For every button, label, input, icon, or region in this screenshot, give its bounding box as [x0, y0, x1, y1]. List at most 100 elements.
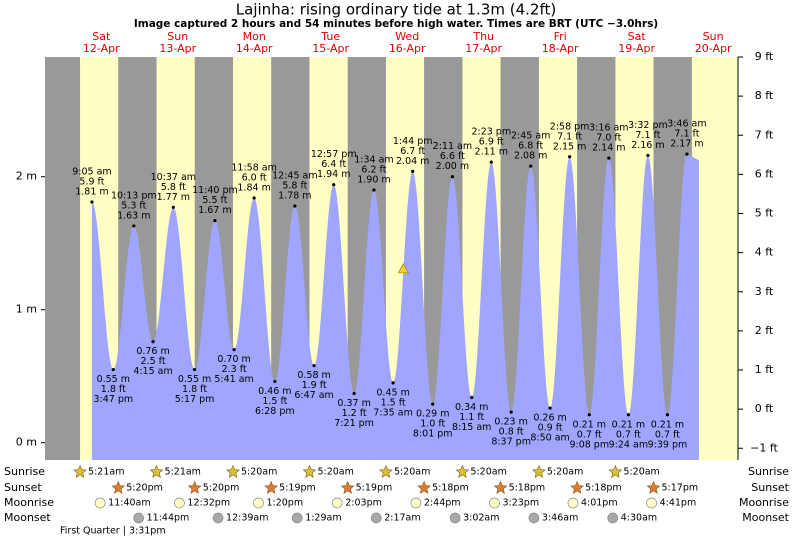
moon-phase: First Quarter | 3:31pm: [60, 526, 166, 537]
day-name: Sun: [703, 30, 724, 43]
tide-label: 2.08 m: [514, 151, 547, 162]
tide-label: 1.67 m: [198, 205, 231, 216]
tide-label: 3:16 am: [589, 123, 628, 134]
day-date: 14-Apr: [236, 42, 273, 55]
day-name: Fri: [554, 30, 567, 43]
tide-extreme-dot: [171, 205, 175, 209]
day-name: Sat: [628, 30, 647, 43]
tide-extreme-dot: [391, 381, 395, 385]
tide-label: 6.8 ft: [518, 141, 543, 152]
day-date: 13-Apr: [159, 42, 196, 55]
sunset-icon: [187, 480, 202, 494]
y2-tick-label: 6 ft: [755, 167, 774, 180]
tide-label: 1.81 m: [75, 186, 108, 197]
tide-extreme-dot: [411, 169, 415, 173]
sunrise-time: 5:21am: [165, 467, 201, 478]
tide-label: 5.9 ft: [79, 176, 104, 187]
tide-label: 2:58 pm: [550, 121, 590, 132]
tide-extreme-dot: [685, 152, 689, 156]
moonset-time: 1:29am: [305, 513, 341, 524]
tide-extreme-dot: [548, 406, 552, 410]
sunrise-time: 5:20am: [470, 467, 506, 478]
sunset-icon: [264, 480, 279, 494]
tide-label: 2.11 m: [475, 147, 508, 158]
tide-label: 7:21 pm: [334, 418, 374, 429]
tide-label: 2.15 m: [553, 141, 586, 152]
tide-label: 6.2 ft: [361, 165, 386, 176]
tide-label: 1:44 pm: [393, 136, 433, 147]
tide-label: 1.90 m: [357, 175, 390, 186]
tide-label: 1.0 ft: [420, 419, 445, 430]
y2-tick-label: 9 ft: [755, 50, 774, 63]
tide-label: 6:47 am: [294, 390, 333, 401]
tide-label: 10:13 pm: [111, 190, 157, 201]
tide-label: 0.21 m: [651, 419, 684, 430]
tide-extreme-dot: [332, 183, 336, 187]
day-name: Wed: [395, 30, 419, 43]
sunrise-time: 5:20am: [394, 467, 430, 478]
tide-label: 7.0 ft: [596, 133, 621, 144]
tide-label: 6.9 ft: [479, 137, 504, 148]
day-name: Sun: [167, 30, 188, 43]
sunrise-time: 5:20am: [317, 467, 353, 478]
tide-label: 7.1 ft: [674, 129, 699, 140]
moonset-time: 12:39am: [226, 513, 268, 524]
tide-label: 0.46 m: [258, 386, 291, 397]
tide-label: 0.29 m: [416, 409, 449, 420]
moonset-time: 11:44pm: [147, 513, 190, 524]
tide-extreme-dot: [252, 196, 256, 200]
moonset-icon: [212, 512, 224, 524]
moonset-icon: [133, 512, 144, 524]
sunset-time: 5:18pm: [585, 483, 622, 494]
day-date: 19-Apr: [618, 42, 655, 55]
tide-label: 1:34 am: [354, 155, 393, 166]
y2-tick-label: 5 ft: [755, 207, 774, 220]
tide-extreme-dot: [665, 413, 670, 417]
tide-label: 9:05 am: [72, 166, 111, 177]
tide-extreme-dot: [90, 200, 94, 204]
sunset-icon: [493, 480, 508, 494]
tide-label: 0.55 m: [178, 374, 211, 385]
moonrise-icon: [567, 497, 579, 509]
moonrise-icon: [410, 497, 422, 509]
tide-label: 6.7 ft: [400, 146, 425, 157]
tide-label: 7.1 ft: [635, 130, 660, 141]
tide-label: 1.63 m: [117, 210, 150, 221]
day-date: 16-Apr: [389, 42, 426, 55]
moonset-icon: [291, 512, 303, 524]
tide-label: 0.55 m: [97, 374, 130, 385]
tide-label: 3:47 pm: [93, 394, 133, 405]
sunset-time: 5:19pm: [356, 483, 393, 494]
sunrise-icon: [531, 464, 546, 478]
tide-label: 2.00 m: [436, 161, 469, 172]
sunrise-icon: [149, 464, 164, 478]
chart-subtitle: Image captured 2 hours and 54 minutes be…: [134, 18, 658, 30]
tide-extreme-dot: [509, 410, 513, 414]
tide-label: 6.6 ft: [440, 151, 465, 162]
y-tick-label: 1 m: [16, 303, 37, 316]
tide-label: 2:11 am: [433, 141, 472, 152]
moonset-time: 4:30am: [621, 513, 657, 524]
sunrise-icon: [226, 464, 240, 478]
moonrise-time: 2:44pm: [424, 498, 461, 509]
tide-label: 0.7 ft: [655, 429, 680, 440]
tide-label: 0.34 m: [455, 402, 488, 413]
sunset-time: 5:17pm: [661, 483, 698, 494]
sunset-icon: [646, 480, 661, 494]
row-label: Moonrise: [4, 496, 54, 509]
tide-label: 8:37 pm: [491, 437, 531, 448]
sunrise-time: 5:20am: [623, 467, 659, 478]
moonrise-time: 12:32pm: [187, 498, 230, 509]
moonrise-icon: [489, 497, 500, 509]
tide-extreme-dot: [431, 402, 435, 406]
tide-label: 2:45 am: [511, 131, 550, 142]
tide-label: 6:28 pm: [255, 406, 295, 417]
moonset-icon: [449, 512, 461, 524]
daylight-band: [691, 57, 738, 460]
sunrise-time: 5:21am: [88, 467, 124, 478]
tide-extreme-dot: [529, 164, 533, 168]
moonrise-icon: [253, 497, 264, 509]
tide-label: 5.8 ft: [161, 182, 186, 193]
row-label: Sunset: [4, 481, 42, 494]
